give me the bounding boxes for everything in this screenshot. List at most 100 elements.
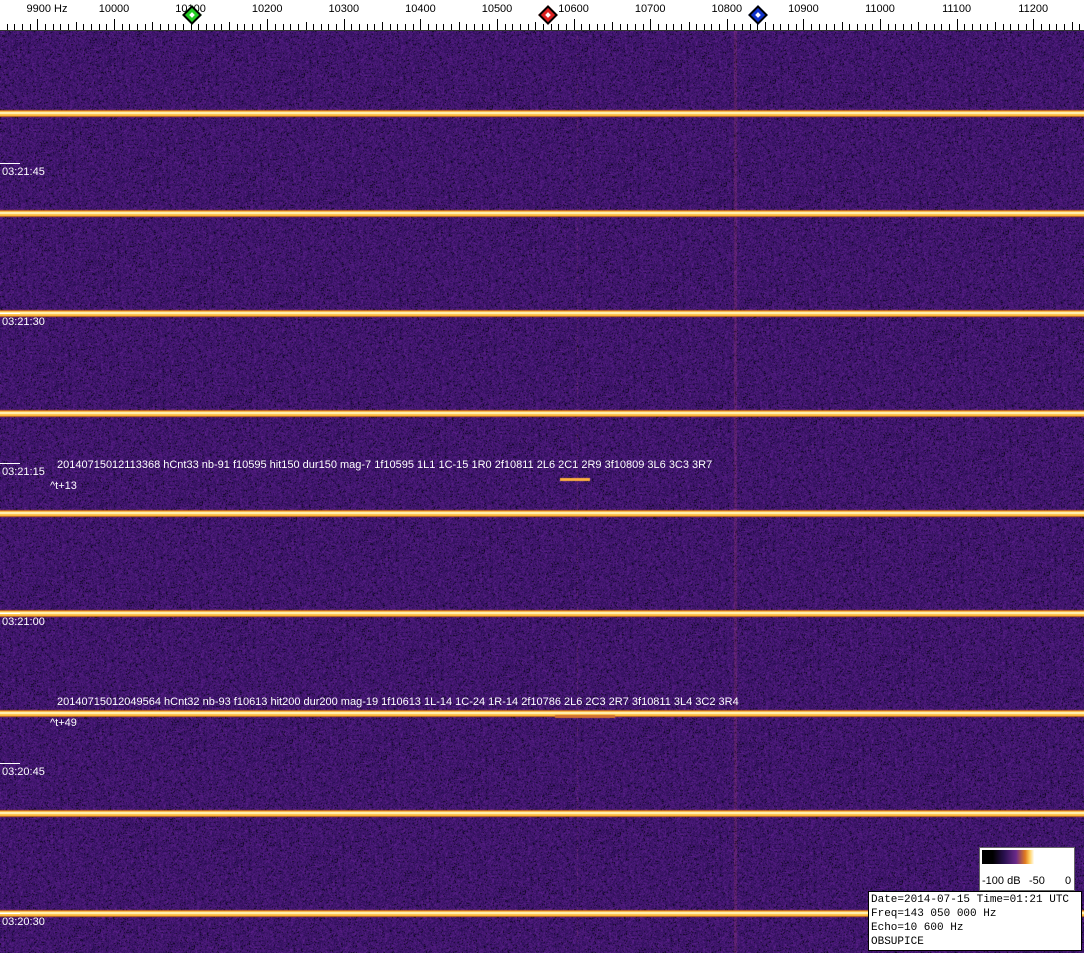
axis-tick (1049, 24, 1050, 30)
axis-tick (1072, 22, 1073, 30)
axis-tick (382, 22, 383, 30)
axis-tick (267, 19, 268, 30)
axis-tick (543, 24, 544, 30)
axis-tick (612, 22, 613, 30)
axis-tick (512, 24, 513, 30)
waterfall-display[interactable] (0, 31, 1084, 953)
axis-tick (390, 24, 391, 30)
axis-tick (489, 24, 490, 30)
axis-tick (214, 24, 215, 30)
axis-tick (918, 22, 919, 30)
axis-unit-label: 9900 Hz (26, 3, 68, 15)
axis-tick (198, 24, 199, 30)
axis-tick (987, 24, 988, 30)
axis-tick (221, 24, 222, 30)
axis-tick (68, 24, 69, 30)
axis-tick (367, 24, 368, 30)
axis-tick (589, 24, 590, 30)
axis-tick (941, 24, 942, 30)
axis-tick (229, 22, 230, 30)
axis-tick (283, 24, 284, 30)
axis-tick (14, 24, 15, 30)
time-label: 03:21:15 (0, 463, 45, 478)
axis-tick (865, 24, 866, 30)
axis-tick (405, 24, 406, 30)
axis-tick (145, 24, 146, 30)
axis-tick (597, 24, 598, 30)
axis-tick (581, 24, 582, 30)
time-label: 03:21:30 (0, 313, 45, 328)
axis-tick (374, 24, 375, 30)
axis-tick (497, 19, 498, 30)
time-label: 03:21:00 (0, 613, 45, 628)
axis-tick (436, 24, 437, 30)
axis-tick (957, 19, 958, 30)
axis-tick (872, 24, 873, 30)
axis-tick (980, 24, 981, 30)
axis-tick (22, 24, 23, 30)
station-name: OBSUPICE (871, 936, 924, 948)
axis-tick (482, 24, 483, 30)
axis-tick (321, 24, 322, 30)
axis-tick (451, 24, 452, 30)
axis-tick (627, 24, 628, 30)
axis-tick (742, 24, 743, 30)
axis-tick (689, 22, 690, 30)
detection-offset: ^t+49 (50, 717, 77, 729)
axis-tick (420, 19, 421, 30)
axis-tick (45, 24, 46, 30)
red-marker-icon[interactable] (537, 5, 558, 25)
axis-tick (681, 24, 682, 30)
axis-tick (803, 19, 804, 30)
axis-tick (643, 24, 644, 30)
axis-tick (765, 22, 766, 30)
axis-tick (895, 24, 896, 30)
axis-tick (328, 24, 329, 30)
axis-tick (574, 19, 575, 30)
axis-tick-label: 10200 (251, 3, 283, 15)
axis-tick (911, 24, 912, 30)
axis-tick (7, 24, 8, 30)
axis-tick (780, 24, 781, 30)
axis-tick (604, 24, 605, 30)
axis-tick (459, 22, 460, 30)
axis-tick (826, 24, 827, 30)
axis-tick (252, 24, 253, 30)
axis-tick (428, 24, 429, 30)
axis-tick (175, 24, 176, 30)
axis-tick (152, 22, 153, 30)
axis-tick (30, 24, 31, 30)
axis-tick (60, 24, 61, 30)
axis-tick (505, 24, 506, 30)
axis-tick (237, 24, 238, 30)
info-box: Date=2014-07-15 Time=01:21 UTC Freq=143 … (868, 891, 1082, 951)
axis-tick (53, 24, 54, 30)
time-label: 03:21:45 (0, 163, 45, 178)
axis-tick (788, 24, 789, 30)
axis-tick (1010, 24, 1011, 30)
axis-tick (972, 24, 973, 30)
axis-tick (842, 22, 843, 30)
scale-min-label: -100 dB (982, 875, 1021, 887)
axis-tick (620, 24, 621, 30)
axis-tick (260, 24, 261, 30)
axis-tick (76, 22, 77, 30)
axis-tick (666, 24, 667, 30)
axis-tick (528, 24, 529, 30)
axis-tick (964, 24, 965, 30)
axis-tick (298, 24, 299, 30)
axis-tick (558, 24, 559, 30)
axis-tick (206, 24, 207, 30)
axis-tick (106, 24, 107, 30)
axis-tick (551, 24, 552, 30)
axis-tick (719, 24, 720, 30)
axis-tick (658, 24, 659, 30)
axis-tick (1018, 24, 1019, 30)
axis-tick (1026, 24, 1027, 30)
color-gradient (982, 850, 1072, 864)
detection-text: 20140715012113368 hCnt33 nb-91 f10595 hi… (57, 459, 713, 471)
axis-tick (122, 24, 123, 30)
axis-tick (397, 24, 398, 30)
axis-tick (949, 24, 950, 30)
axis-tick (114, 19, 115, 30)
